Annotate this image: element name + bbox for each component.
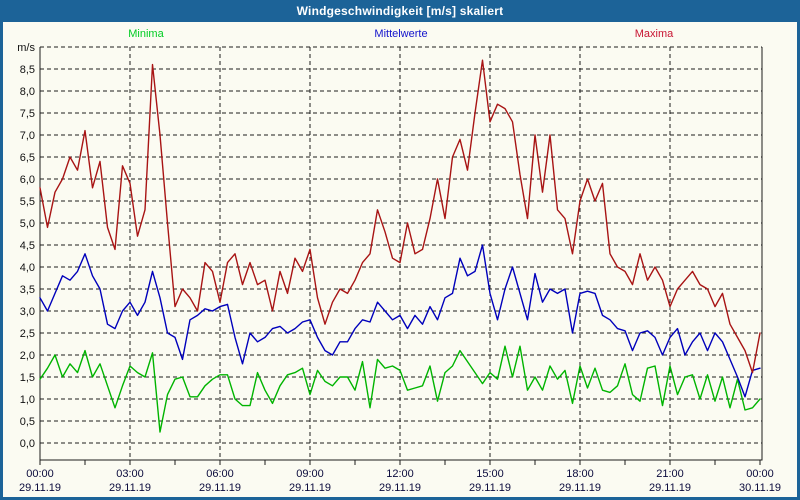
legend-label-minima: Minima (128, 28, 164, 40)
legend-label-mittelwerte: Mittelwerte (374, 28, 427, 40)
series-maxima (39, 59, 761, 374)
x-tick-time: 03:00 (116, 468, 144, 480)
y-tick-label: 6,0 (20, 174, 35, 186)
y-tick-label: 1,0 (20, 394, 35, 406)
y-tick-label: 1,5 (20, 372, 35, 384)
x-tick-date: 30.11.19 (739, 482, 781, 494)
y-tick-label: 5,0 (20, 218, 35, 230)
x-tick-time: 09:00 (296, 468, 324, 480)
x-tick-date: 29.11.19 (379, 482, 421, 494)
x-tick-date: 29.11.19 (559, 482, 601, 494)
y-tick-label: 4,5 (20, 240, 35, 252)
y-tick-label: 3,0 (20, 306, 35, 318)
y-tick-label: 4,0 (20, 262, 35, 274)
series-minima (39, 345, 761, 433)
x-tick-date: 29.11.19 (109, 482, 151, 494)
x-tick-time: 00:00 (26, 468, 54, 480)
series-mittelwerte (39, 244, 761, 398)
y-tick-label: 7,5 (20, 108, 35, 120)
y-axis-unit-label: m/s (17, 42, 35, 54)
y-tick-label: 6,5 (20, 152, 35, 164)
x-tick-time: 12:00 (386, 468, 414, 480)
y-tick-label: 0,0 (20, 438, 35, 450)
y-tick-label: 7,0 (20, 130, 35, 142)
y-tick-label: 2,0 (20, 350, 35, 362)
y-tick-label: 8,0 (20, 86, 35, 98)
plot-border (39, 47, 763, 461)
y-tick-label: 0,5 (20, 416, 35, 428)
y-tick-label: 2,5 (20, 328, 35, 340)
chart-area: 0,0 0,5 1,0 1,5 2,0 2,5 3,0 3,5 4,0 4,5 5,0 5,5 6,0 6… (3, 22, 797, 497)
x-tick-time: 06:00 (206, 468, 234, 480)
y-tick-label: 8,5 (20, 64, 35, 76)
x-tick-time: 18:00 (566, 468, 594, 480)
wind-speed-chart: 0,0 0,5 1,0 1,5 2,0 2,5 3,0 3,5 4,0 4,5 5,0 5,5 6,0 6… (17, 28, 781, 494)
legend-label-maxima: Maxima (635, 28, 674, 40)
y-tick-label: 5,5 (20, 196, 35, 208)
x-tick-date: 29.11.19 (649, 482, 691, 494)
x-tick-time: 15:00 (476, 468, 504, 480)
x-tick-date: 29.11.19 (199, 482, 241, 494)
y-tick-label: 3,5 (20, 284, 35, 296)
x-tick-time: 00:00 (746, 468, 774, 480)
x-tick-time: 21:00 (656, 468, 684, 480)
x-tick-date: 29.11.19 (289, 482, 331, 494)
x-tick-date: 29.11.19 (469, 482, 511, 494)
window-title-bar: Windgeschwindigkeit [m/s] skaliert (0, 0, 800, 22)
window-title: Windgeschwindigkeit [m/s] skaliert (296, 4, 504, 18)
x-tick-date: 29.11.19 (19, 482, 61, 494)
